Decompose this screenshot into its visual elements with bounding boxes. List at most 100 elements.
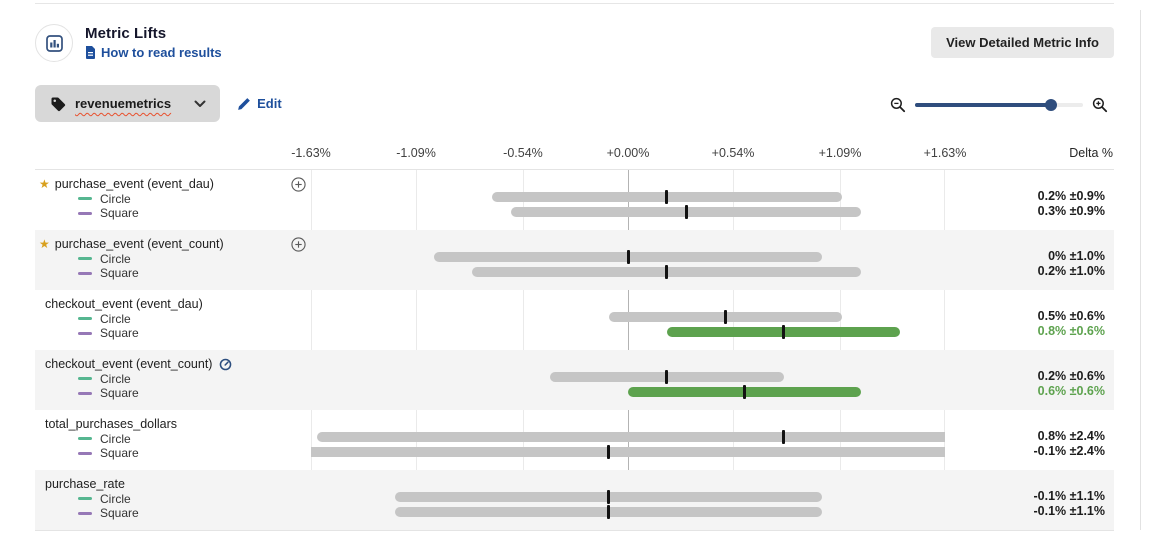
how-to-read-results-label: How to read results xyxy=(101,45,222,60)
delta-values: 0.8% ±2.4% -0.1% ±2.4% xyxy=(1034,429,1105,459)
metric-label-column: ★ purchase_event (event_count) Circle Squ… xyxy=(35,230,311,290)
metric-rows: ★ purchase_event (event_dau) Circle Squar… xyxy=(35,169,1114,531)
toolbar: revenuemetrics Edit xyxy=(35,85,1114,122)
variant-dash-icon xyxy=(78,451,92,455)
page-title: Metric Lifts xyxy=(85,25,167,42)
edit-tag-button[interactable]: Edit xyxy=(237,96,282,111)
star-icon[interactable]: ★ xyxy=(39,177,50,191)
delta-value: 0.2% ±0.9% xyxy=(1037,189,1105,203)
variant-dash-icon xyxy=(78,331,92,335)
legend-line: Circle xyxy=(35,192,311,206)
point-estimate-tick[interactable] xyxy=(665,265,669,279)
metric-label-column: ★ checkout_event (event_dau) CircleSquar… xyxy=(35,290,311,350)
metric-name[interactable]: checkout_event (event_dau) xyxy=(45,297,203,311)
point-estimate-tick[interactable] xyxy=(684,205,688,219)
panel-right-border xyxy=(1140,10,1141,530)
variant-dash-icon xyxy=(78,317,92,321)
zoom-in-icon[interactable] xyxy=(1092,97,1108,113)
delta-values: 0% ±1.0% 0.2% ±1.0% xyxy=(1038,249,1105,279)
variant-label: Square xyxy=(100,206,139,221)
point-estimate-tick[interactable] xyxy=(665,370,669,384)
variant-dash-icon xyxy=(78,511,92,515)
metric-name[interactable]: purchase_event (event_count) xyxy=(54,237,224,251)
legend-line: Square xyxy=(35,326,311,341)
legend-line: Circle xyxy=(35,252,311,266)
star-icon[interactable]: ★ xyxy=(39,237,50,251)
variant-label: Circle xyxy=(100,311,131,326)
legend-line: Square xyxy=(35,206,311,221)
point-estimate-tick[interactable] xyxy=(782,325,786,339)
variant-label: Square xyxy=(100,386,139,401)
add-metric-button[interactable] xyxy=(291,177,306,192)
chevron-down-icon xyxy=(194,100,206,108)
delta-value: 0% ±1.0% xyxy=(1048,249,1105,263)
variant-label: Circle xyxy=(100,251,131,266)
variant-label: Square xyxy=(100,506,139,521)
legend-line: Square xyxy=(35,386,311,401)
metric-name[interactable]: purchase_rate xyxy=(45,477,125,491)
bar-chart-icon xyxy=(35,24,73,62)
axis-tick-label: -0.54% xyxy=(503,146,543,160)
variant-legend: Circle Square xyxy=(35,492,311,520)
delta-values: -0.1% ±1.1% -0.1% ±1.1% xyxy=(1034,489,1105,519)
slider-thumb[interactable] xyxy=(1045,99,1058,111)
add-metric-button[interactable] xyxy=(291,237,306,252)
tag-icon xyxy=(50,96,66,112)
how-to-read-results-link[interactable]: How to read results xyxy=(85,45,222,60)
point-estimate-tick[interactable] xyxy=(782,430,786,444)
metric-name[interactable]: purchase_event (event_dau) xyxy=(54,177,214,191)
ci-plot-area xyxy=(311,410,945,470)
x-axis: Delta % -1.63% -1.09% -0.54% +0.00% +0.54% +1… xyxy=(35,122,1114,169)
variant-dash-icon xyxy=(78,211,92,215)
ci-plot-area xyxy=(311,290,945,350)
ci-plot-area xyxy=(311,470,945,530)
variant-dash-icon xyxy=(78,257,92,261)
variant-legend: Circle Square xyxy=(35,432,311,460)
zoom-out-icon[interactable] xyxy=(890,97,906,113)
variant-legend: Circle Square xyxy=(35,312,311,340)
legend-line: Circle xyxy=(35,432,311,446)
point-estimate-tick[interactable] xyxy=(743,385,747,399)
axis-title: Delta % xyxy=(1069,146,1113,160)
delta-values: 0.2% ±0.6% 0.6% ±0.6% xyxy=(1038,369,1105,399)
delta-value: 0.6% ±0.6% xyxy=(1037,384,1105,398)
axis-tick-label: +0.54% xyxy=(711,146,755,160)
variant-dash-icon xyxy=(78,197,92,201)
point-estimate-tick[interactable] xyxy=(723,310,727,324)
axis-tick-label: +0.00% xyxy=(606,146,650,160)
legend-line: Square xyxy=(35,506,311,521)
title-block: Metric Lifts How to read results xyxy=(85,25,222,60)
variant-label: Square xyxy=(100,326,139,341)
view-detailed-metric-info-button[interactable]: View Detailed Metric Info xyxy=(931,27,1114,58)
selected-tag-label: revenuemetrics xyxy=(75,96,172,111)
axis-tick-label: +1.63% xyxy=(923,146,967,160)
variant-label: Circle xyxy=(100,491,131,506)
ci-plot-area xyxy=(311,350,945,410)
metric-name[interactable]: total_purchases_dollars xyxy=(45,417,178,431)
point-estimate-tick[interactable] xyxy=(626,250,630,264)
metric-tag-dropdown[interactable]: revenuemetrics xyxy=(35,85,221,122)
delta-value: 0.2% ±1.0% xyxy=(1037,264,1105,278)
variant-dash-icon xyxy=(78,391,92,395)
variant-label: Circle xyxy=(100,371,131,386)
variant-legend: Circle Square xyxy=(35,252,311,280)
variant-label: Circle xyxy=(100,431,131,446)
chart-zoom-slider[interactable] xyxy=(915,99,1083,111)
ci-plot-area xyxy=(311,170,945,230)
point-estimate-tick[interactable] xyxy=(607,505,611,519)
point-estimate-tick[interactable] xyxy=(665,190,669,204)
axis-tick-label: -1.09% xyxy=(396,146,436,160)
metric-row: ★ checkout_event (event_dau) CircleSquar… xyxy=(35,290,1114,350)
metric-name[interactable]: checkout_event (event_count) xyxy=(45,357,213,371)
delta-value: 0.3% ±0.9% xyxy=(1037,204,1105,218)
metric-row: ★ purchase_event (event_count) Circle Squ… xyxy=(35,230,1114,290)
point-estimate-tick[interactable] xyxy=(607,490,611,504)
variant-dash-icon xyxy=(78,497,92,501)
confidence-interval-bar[interactable] xyxy=(311,447,945,457)
point-estimate-tick[interactable] xyxy=(607,445,611,459)
confidence-interval-bar[interactable] xyxy=(316,432,945,442)
